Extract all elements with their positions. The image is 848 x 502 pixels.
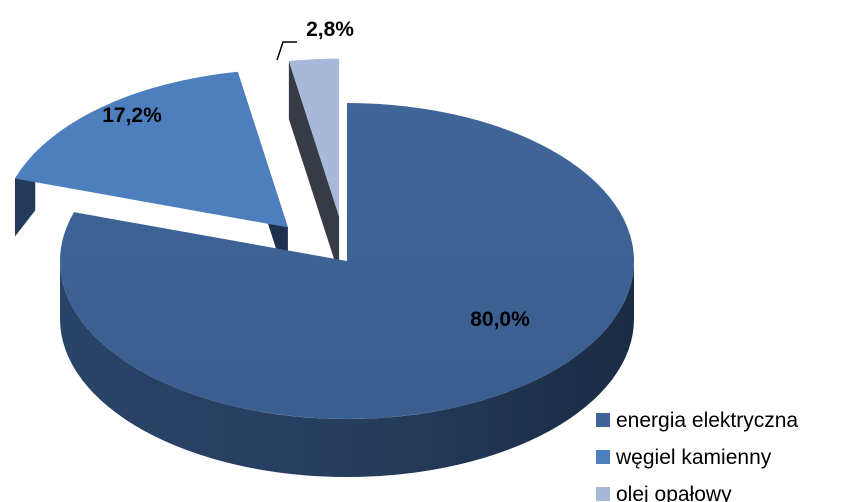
slice-energia-elektryczna xyxy=(60,103,634,477)
data-label-wegiel-kamienny: 17,2% xyxy=(102,104,162,127)
slice-side-energia-elektryczna xyxy=(60,261,634,477)
data-label-energia-elektryczna: 80,0% xyxy=(470,308,530,331)
legend-label-wegiel-kamienny: węgiel kamienny xyxy=(615,446,772,469)
legend-swatch-olej-opalowy xyxy=(596,487,610,501)
leader-line-olej-opalowy xyxy=(276,41,297,61)
slice-wegiel-kamienny xyxy=(14,71,288,286)
slice-top-olej-opalowy xyxy=(288,58,340,217)
slice-top-wegiel-kamienny xyxy=(14,71,288,228)
slice-wall-olej-opalowy xyxy=(288,61,340,275)
legend-item-energia-elektryczna: energia elektryczna xyxy=(596,409,798,432)
legend-swatch-wegiel-kamienny xyxy=(596,450,610,464)
legend-label-energia-elektryczna: energia elektryczna xyxy=(616,409,798,432)
legend-item-olej-opalowy: olej opałowy xyxy=(596,483,732,502)
data-label-olej-opalowy: 2,8% xyxy=(306,18,354,41)
slice-top-energia-elektryczna xyxy=(60,103,634,419)
legend-label-olej-opalowy: olej opałowy xyxy=(616,483,732,502)
legend-swatch-energia-elektryczna xyxy=(596,413,610,427)
slice-olej-opalowy xyxy=(288,58,340,275)
legend-item-wegiel-kamienny: węgiel kamienny xyxy=(596,446,772,469)
